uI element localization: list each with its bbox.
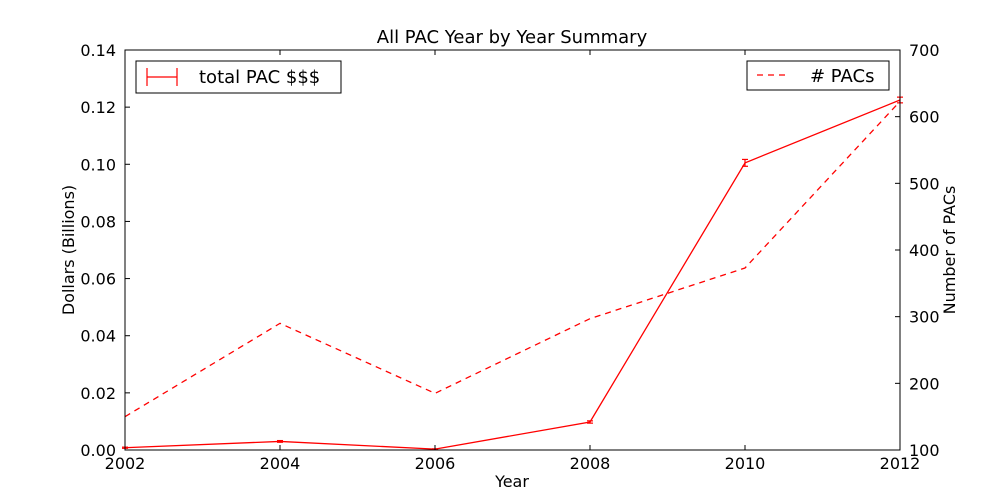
- left-y-axis-label: Dollars (Billions): [59, 185, 78, 315]
- x-tick-label: 2012: [880, 454, 921, 473]
- series-dollars-line: [124, 99, 901, 450]
- left-y-tick-label: 0.14: [80, 41, 116, 60]
- legend-dollars-label: total PAC $$$: [199, 67, 320, 88]
- left-y-tick-label: 0.08: [80, 212, 116, 231]
- x-axis-label: Year: [494, 472, 529, 491]
- right-y-tick-label: 100: [909, 441, 940, 460]
- left-y-tick-label: 0.06: [80, 270, 116, 289]
- right-y-tick-label: 400: [909, 241, 940, 260]
- left-y-tick-label: 0.04: [80, 327, 116, 346]
- series-pacs-line: [124, 100, 901, 418]
- plot-frame: [124, 49, 901, 451]
- left-y-axis: 0.00 0.02 0.04 0.06 0.08 0.10 0.12 0.14: [80, 41, 130, 460]
- legend-pacs-label: # PACs: [810, 66, 874, 87]
- x-tick-label: 2010: [725, 454, 766, 473]
- x-tick-label: 2004: [260, 454, 301, 473]
- legend-dollars-box: [135, 60, 342, 94]
- right-y-tick-label: 500: [909, 174, 940, 193]
- right-y-tick-label: 600: [909, 108, 940, 127]
- left-y-tick-label: 0.10: [80, 155, 116, 174]
- x-tick-label: 2006: [415, 454, 456, 473]
- right-y-tick-label: 300: [909, 308, 940, 327]
- right-y-axis-label: Number of PACs: [940, 186, 959, 315]
- legend-dollars: total PAC $$$: [135, 60, 342, 94]
- left-y-tick-label: 0.12: [80, 98, 116, 117]
- legend-pacs: # PACs: [746, 60, 890, 91]
- right-y-tick-label: 700: [909, 41, 940, 60]
- right-y-axis: 100 200 300 400 500 600 700: [895, 41, 940, 460]
- chart-title: All PAC Year by Year Summary: [377, 27, 648, 48]
- right-y-tick-label: 200: [909, 374, 940, 393]
- left-y-tick-label: 0.00: [80, 441, 116, 460]
- x-tick-label: 2002: [105, 454, 146, 473]
- x-tick-label: 2008: [570, 454, 611, 473]
- left-y-tick-label: 0.02: [80, 384, 116, 403]
- x-axis: 2002 2004 2006 2008 2010 2012: [105, 50, 921, 473]
- plot-area: [122, 96, 903, 451]
